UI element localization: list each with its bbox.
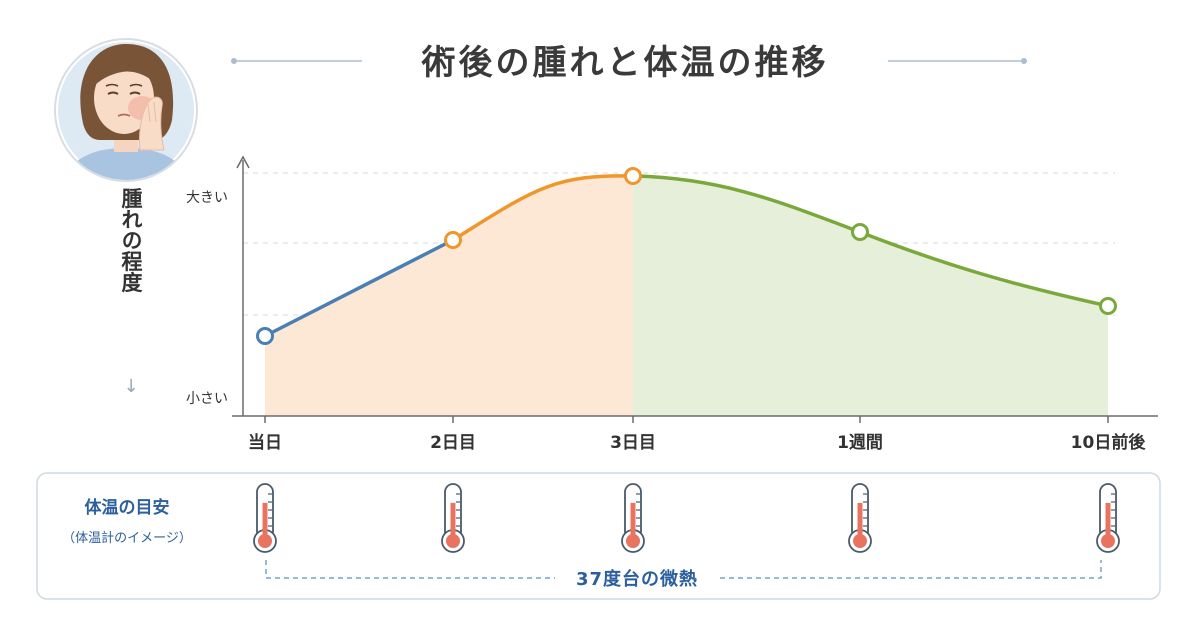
avatar (54, 38, 198, 182)
thermometer-icon (621, 483, 645, 553)
thermometer-mercury (1105, 502, 1111, 541)
thermometer-mercury (630, 502, 636, 541)
falling-area-fill (633, 176, 1108, 416)
thermometer-icon (441, 483, 465, 553)
title-group: 術後の腫れと体温の推移 (231, 43, 1027, 83)
x-tick-label: 2日目 (430, 433, 476, 453)
axes (232, 155, 1158, 417)
x-tick-label: 1週間 (837, 433, 883, 453)
data-points (256, 167, 1117, 345)
temperature-sublabel: （体温計のイメージ） (62, 530, 192, 546)
thermometer-icon (848, 483, 872, 553)
y-tick-high: 大きい (186, 190, 228, 206)
x-tick-labels: 当日 2日目 3日目 1週間 10日前後 (248, 416, 1146, 453)
temperature-bracket (265, 560, 1102, 579)
series-line-blue (263, 238, 455, 338)
y-axis-label-group: 腫れの程度 ↓ (119, 188, 143, 398)
page-title: 術後の腫れと体温の推移 (421, 43, 829, 83)
area-fills (265, 175, 1108, 416)
thermometer-icon (1096, 483, 1120, 553)
temperature-panel-frame (36, 472, 1161, 600)
x-tick-label: 当日 (248, 432, 282, 453)
title-left-dot (231, 58, 237, 64)
x-tick-label: 10日前後 (1071, 432, 1147, 453)
y-axis-arrow (236, 155, 250, 169)
thermometer-mercury (857, 502, 863, 541)
data-point (256, 327, 274, 345)
y-axis-label: 腫れの程度 (119, 188, 143, 294)
x-tick-label: 3日目 (610, 433, 656, 453)
data-point (444, 231, 462, 249)
data-point (1099, 297, 1117, 315)
data-point (851, 223, 869, 241)
thermometer-mercury (262, 502, 268, 541)
temperature-note: 37度台の微熱 (576, 568, 698, 590)
data-point (624, 167, 642, 185)
thermometer-mercury (450, 502, 456, 541)
temperature-panel: 体温の目安 （体温計のイメージ） 37度台の微熱 (36, 472, 1161, 600)
y-tick-low: 小さい (186, 391, 228, 407)
title-right-dot (1021, 58, 1027, 64)
series-line-orange (451, 174, 635, 242)
down-arrow-icon: ↓ (123, 376, 138, 397)
thermometer-icon (253, 483, 277, 553)
rising-area-fill (265, 175, 633, 416)
thermometers (253, 483, 1120, 553)
temperature-label: 体温の目安 (85, 497, 170, 518)
